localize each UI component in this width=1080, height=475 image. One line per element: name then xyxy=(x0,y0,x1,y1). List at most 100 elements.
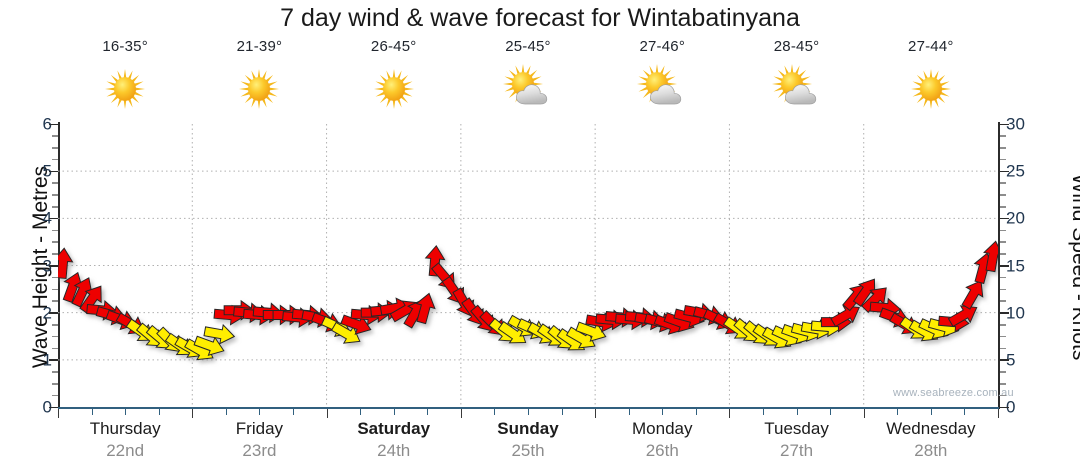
left-axis-tickmark xyxy=(52,323,58,326)
day-date: 24th xyxy=(377,441,411,460)
x-axis-tickmark xyxy=(326,409,328,418)
wind-arrow xyxy=(193,335,225,357)
day-header-row: 16-35° 21-39° 26-45° 25-45° 27-46° 28-45° 27-4… xyxy=(58,38,998,118)
right-axis-tickmark xyxy=(1000,347,1006,350)
right-axis-tick-labels: 0 5 10 15 20 25 30 xyxy=(1006,116,1042,416)
left-axis-tickmark xyxy=(49,217,58,220)
left-axis-tickmark xyxy=(52,276,58,279)
day-header-wednesday: 27-44° xyxy=(864,38,998,118)
right-axis-tickmark xyxy=(1000,241,1006,243)
left-axis-tickmark xyxy=(52,241,58,243)
x-axis-tickmark xyxy=(460,409,462,418)
x-axis-tickmark xyxy=(393,409,395,415)
day-name: Wednesday xyxy=(886,419,976,438)
right-axis-tickmark xyxy=(1000,371,1006,373)
day-name: Sunday xyxy=(497,419,559,438)
x-axis-tickmark xyxy=(763,409,764,415)
right-axis-tickmark xyxy=(1000,265,1009,267)
sun-behind-cloud-icon xyxy=(765,60,829,118)
x-axis-tickmark xyxy=(125,409,127,415)
left-axis-tickmark xyxy=(49,359,58,361)
day-label-wednesday: Wednesday 28th xyxy=(864,418,998,470)
day-label-thursday: Thursday 22nd xyxy=(58,418,192,470)
right-axis-tickmark xyxy=(1000,123,1009,126)
right-axis-tickmark xyxy=(1000,323,1006,326)
right-axis-tickmark xyxy=(1000,300,1006,302)
day-label-saturday: Saturday 24th xyxy=(327,418,461,470)
day-name: Thursday xyxy=(89,419,161,438)
day-date: 23rd xyxy=(242,441,277,460)
day-name: Friday xyxy=(235,419,284,438)
left-axis-tickmark xyxy=(49,170,58,173)
sun-behind-cloud-icon xyxy=(496,60,560,118)
day-name: Monday xyxy=(632,419,693,438)
right-axis-tick-5: 5 xyxy=(1006,350,1016,370)
left-axis-tickmark xyxy=(52,135,58,137)
x-axis-ticks xyxy=(58,409,999,418)
right-axis-tick-20: 20 xyxy=(1006,208,1025,228)
day-header-sunday: 25-45° xyxy=(461,38,595,118)
x-axis-tickmark xyxy=(897,409,899,415)
sun-icon xyxy=(362,60,426,118)
day-name: Saturday xyxy=(357,419,431,438)
right-axis-tickmark xyxy=(1000,359,1009,361)
watermark: www.seabreeze.com.au xyxy=(893,387,1014,399)
page-title: 7 day wind & wave forecast for Wintabati… xyxy=(280,4,800,32)
right-axis-tick-15: 15 xyxy=(1006,256,1025,275)
x-axis-tickmark xyxy=(998,409,999,418)
left-axis-tickmark xyxy=(52,300,58,302)
right-axis-tickmark xyxy=(1000,206,1006,208)
x-axis-tickmark xyxy=(58,409,59,418)
wind-arrow xyxy=(424,244,446,277)
plot-area xyxy=(58,124,998,407)
right-axis-tickmark xyxy=(1000,135,1006,137)
x-axis-tickmark xyxy=(494,409,496,415)
wind-arrow xyxy=(830,305,860,328)
left-axis-tickmark xyxy=(49,312,58,314)
day-header-tuesday: 28-45° xyxy=(729,38,863,118)
wind-arrow xyxy=(203,323,236,345)
temperature-range: 26-45° xyxy=(370,38,417,55)
x-axis-tickmark xyxy=(192,409,194,418)
right-axis-tickmark xyxy=(1000,158,1006,161)
wind-arrow xyxy=(79,285,102,315)
x-axis-tickmark xyxy=(595,409,597,418)
x-axis-tickmark xyxy=(225,409,227,415)
left-axis-tickmark xyxy=(52,371,58,373)
x-axis-tickmark xyxy=(360,409,362,415)
right-axis-tickmark xyxy=(1000,406,1009,409)
wind-arrow-plot xyxy=(58,124,998,407)
left-axis-tickmark xyxy=(52,253,58,255)
wind-arrow xyxy=(947,305,978,328)
day-header-friday: 21-39° xyxy=(192,38,326,118)
day-name: Tuesday xyxy=(764,419,829,438)
left-axis-tickmark xyxy=(52,194,58,196)
right-axis-tickmark xyxy=(1000,335,1006,338)
left-axis-tick-5: 5 xyxy=(42,161,52,181)
temperature-range: 16-35° xyxy=(102,38,148,55)
sun-behind-cloud-icon xyxy=(630,60,694,118)
temperature-range: 27-46° xyxy=(639,38,686,55)
left-axis-tickmark xyxy=(52,147,58,149)
x-axis-tickmark xyxy=(930,409,932,415)
right-axis-tickmark xyxy=(1000,194,1006,196)
right-axis-tickmark xyxy=(1000,253,1006,255)
x-axis-tickmark xyxy=(259,409,261,415)
left-axis-tickmark xyxy=(52,347,58,350)
day-header-monday: 27-46° xyxy=(595,38,729,118)
day-date: 28th xyxy=(914,441,948,460)
right-axis-tick-25: 25 xyxy=(1006,161,1025,181)
day-header-saturday: 26-45° xyxy=(327,38,461,118)
left-axis-tickmark xyxy=(49,123,58,126)
temperature-range: 25-45° xyxy=(505,38,551,55)
right-axis-tickmark xyxy=(1000,217,1009,220)
right-axis-tickmark xyxy=(1000,182,1006,185)
sun-icon xyxy=(93,60,157,118)
right-axis-title: Wind Speed - Knots xyxy=(1068,173,1080,361)
x-axis-tickmark xyxy=(293,409,294,415)
x-axis-tickmark xyxy=(729,409,731,418)
day-date: 26th xyxy=(645,441,679,460)
right-axis-tickmark xyxy=(1000,312,1009,314)
left-axis-tick-0: 0 xyxy=(42,397,52,417)
day-date: 25th xyxy=(511,441,545,460)
